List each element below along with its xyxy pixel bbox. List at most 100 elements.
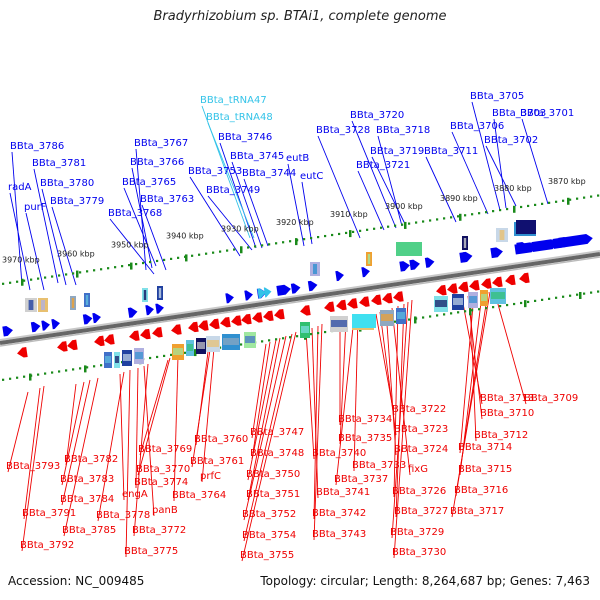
reverse-gene-label: BBta_3774: [134, 477, 188, 488]
forward-gene-arrow: [2, 326, 13, 337]
forward-gene-arrow: [335, 270, 344, 282]
connector-line: [33, 168, 59, 284]
backbone-shadow: [0, 250, 600, 341]
connector-line: [63, 377, 99, 537]
forward-gene-arrow: [290, 283, 301, 294]
feature-block: [25, 298, 37, 312]
connector-line: [391, 301, 409, 539]
ruler-kbp-label: 3870 kbp: [548, 177, 586, 186]
reverse-gene-label: BBta_3733: [352, 460, 406, 471]
ruler-major-tick: [185, 254, 188, 262]
reverse-gene-label: BBta_3729: [390, 527, 444, 538]
connector-line: [313, 325, 319, 520]
forward-gene-arrow: [409, 259, 420, 271]
ruler-major-tick: [130, 262, 133, 270]
reverse-gene-label: BBta_3764: [172, 490, 226, 501]
forward-gene-arrow: [244, 290, 253, 301]
forward-gene-arrow: [424, 257, 435, 268]
reverse-gene-arrow: [300, 305, 311, 316]
forward-gene-arrow: [552, 234, 593, 249]
gene-labels: 3970 kbp 3960 kbp 3950 kbp 3940 kbp 3930 kbp…: [2, 91, 586, 561]
reverse-gene-label: BBta_3716: [454, 485, 508, 496]
feature-block: [206, 336, 220, 352]
forward-gene-arrow: [92, 312, 101, 324]
feature-block: [462, 236, 468, 250]
connector-line: [353, 315, 359, 472]
connector-line: [191, 349, 211, 468]
feature-block: [330, 316, 348, 332]
reverse-gene-label: BBta_3741: [316, 487, 370, 498]
forward-gene-label: purF: [24, 202, 47, 213]
connector-line: [425, 156, 457, 223]
reverse-gene-label: prfC: [200, 471, 221, 482]
connector-line: [241, 331, 297, 562]
feature-block: [516, 220, 536, 234]
ruler-minor-tick: [84, 365, 87, 373]
connector-line: [123, 187, 157, 267]
forward-gene-label: BBta_3780: [40, 178, 94, 189]
forward-gene-label: BBta_3763: [140, 194, 194, 205]
feature-block: [196, 338, 206, 354]
reverse-gene-arrow: [336, 299, 347, 311]
ruler-kbp-label: 3890 kbp: [440, 194, 478, 203]
forward-gene-label: BBta_3703: [492, 108, 546, 119]
reverse-gene-arrow: [359, 296, 370, 307]
reverse-gene-arrow: [67, 339, 78, 351]
gene-tracks: [0, 194, 600, 381]
feature-block: [434, 296, 448, 312]
connector-line: [301, 181, 313, 245]
connector-line: [467, 295, 483, 420]
reverse-gene-label: BBta_3717: [450, 506, 504, 517]
forward-gene-arrow: [399, 261, 410, 272]
feature-block: [134, 348, 144, 364]
feature-block: [244, 332, 256, 348]
ruler-major-tick: [21, 278, 24, 286]
connector-line: [357, 170, 385, 231]
reverse-gene-arrow: [347, 298, 358, 309]
forward-gene-arrow: [127, 307, 138, 318]
forward-gene-arrow: [490, 247, 503, 259]
connector-line: [207, 122, 255, 239]
connector-line: [201, 347, 215, 483]
connector-line: [133, 363, 149, 537]
feature-block: [396, 308, 406, 324]
connector-line: [65, 383, 77, 466]
ruler-major-tick: [240, 246, 243, 254]
connector-line: [313, 323, 323, 541]
connector-line: [137, 357, 171, 476]
ruler-major-tick: [349, 230, 352, 238]
ruler-minor-tick: [194, 349, 197, 357]
connector-line: [385, 309, 397, 456]
reverse-gene-label: BBta_3750: [246, 469, 300, 480]
reverse-gene-arrow: [198, 320, 209, 331]
reverse-gene-arrow: [519, 272, 530, 284]
label-connector-lines: [7, 101, 549, 562]
connector-line: [493, 118, 507, 209]
reverse-gene-arrow: [393, 291, 404, 302]
forward-gene-arrow: [145, 305, 154, 316]
connector-line: [351, 120, 397, 229]
ruler-major-tick: [459, 213, 462, 221]
connector-line: [125, 369, 131, 558]
reverse-gene-arrow: [129, 330, 140, 341]
ruler-minor-tick: [414, 316, 417, 324]
forward-gene-label: BBta_3718: [376, 125, 430, 136]
connector-line: [231, 161, 263, 249]
forward-gene-arrow: [531, 239, 558, 253]
ruler-minor-tick: [579, 291, 582, 299]
feature-block: [310, 262, 320, 276]
reverse-gene-arrow: [220, 316, 231, 328]
feature-block: [104, 352, 112, 368]
forward-gene-label: eutB: [286, 153, 309, 164]
connector-line: [97, 371, 125, 522]
reverse-gene-label: BBta_3785: [62, 525, 116, 536]
reverse-gene-arrow: [188, 321, 199, 333]
feature-block: [480, 290, 488, 306]
ruler-major-tick: [295, 238, 298, 246]
backbone-shadow: [0, 256, 600, 347]
reverse-gene-arrow: [274, 308, 285, 320]
reverse-gene-label: BBta_3755: [240, 550, 294, 561]
connector-line: [287, 163, 305, 247]
reverse-gene-arrow: [436, 284, 447, 296]
